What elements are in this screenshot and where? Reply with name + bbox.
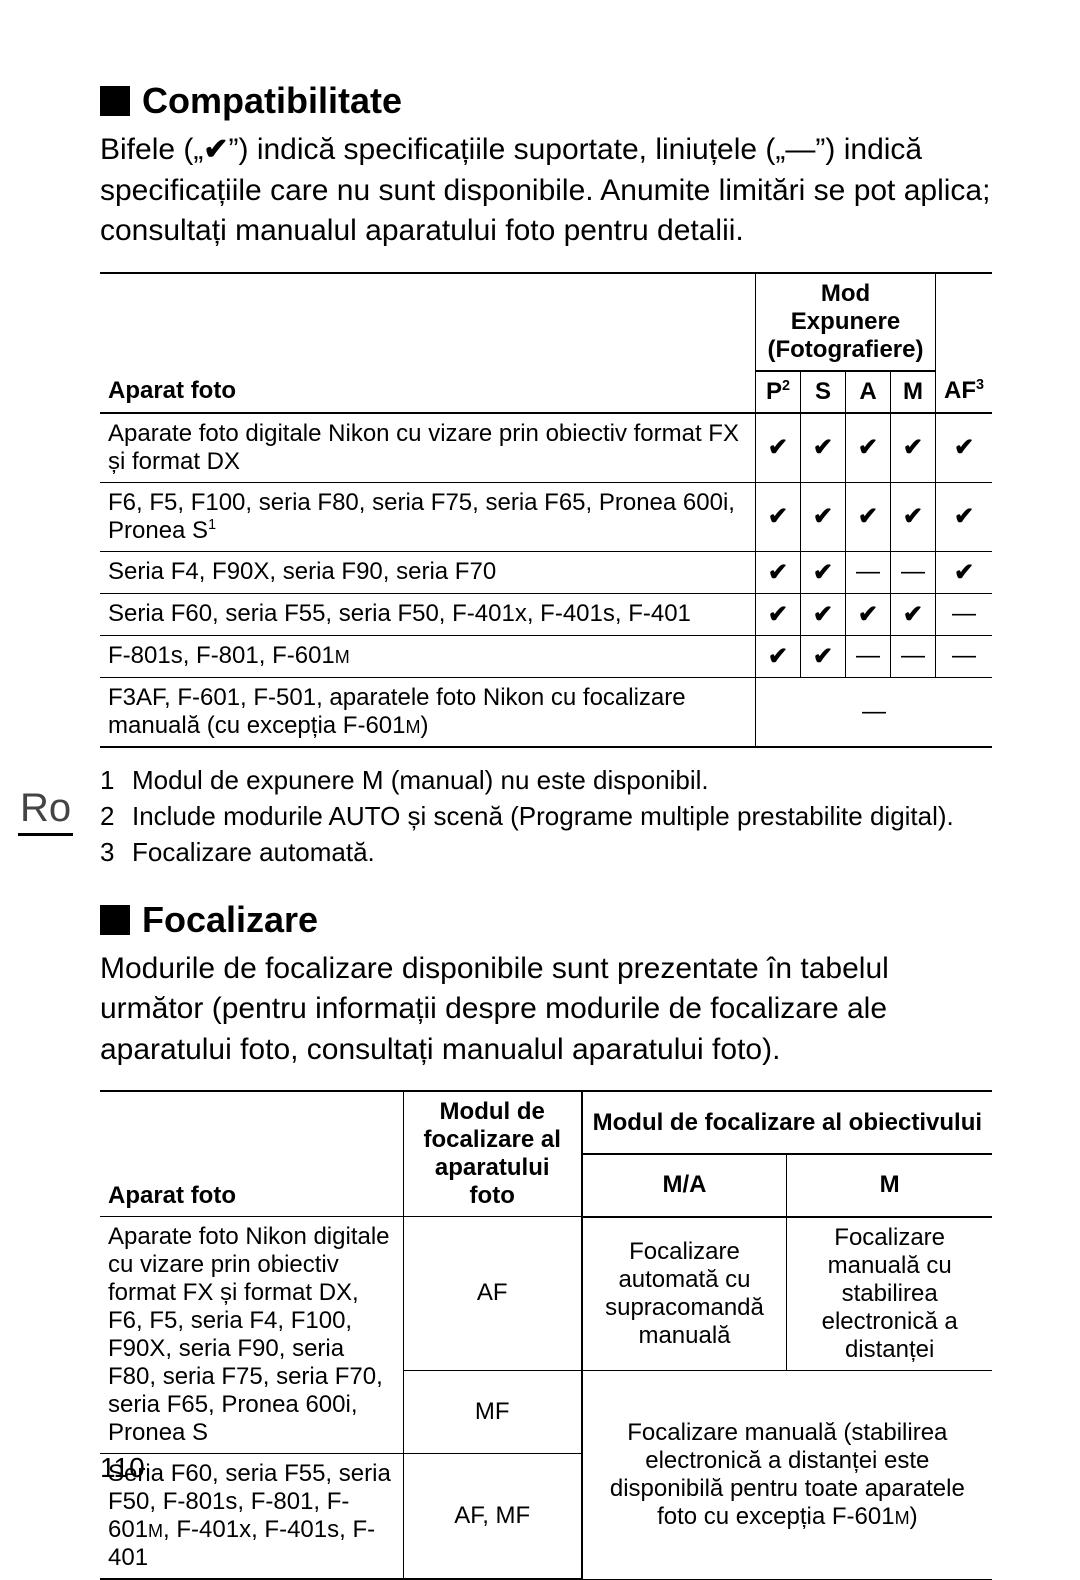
th-m: M xyxy=(890,371,935,413)
th-camera-mode: Modul de focalizare al aparatului foto xyxy=(403,1091,581,1217)
page-number: 110 xyxy=(100,1452,145,1484)
title-focus: Focalizare xyxy=(142,899,318,941)
cell-p: ✔ xyxy=(755,635,800,677)
table-row: Aparate foto digitale Nikon cu vizare pr… xyxy=(100,413,992,483)
th-camera: Aparat foto xyxy=(100,1091,403,1217)
cell-af: ✔ xyxy=(935,413,992,483)
cell-m: Focalizare manuală cu stabilirea electro… xyxy=(787,1217,992,1371)
table-row: Seria F60, seria F55, seria F50, F-401x,… xyxy=(100,593,992,635)
cell-s: ✔ xyxy=(800,551,845,593)
th-empty-af xyxy=(935,273,992,371)
cell-mode: AF, MF xyxy=(403,1454,581,1580)
cell-camera: Aparate foto digitale Nikon cu vizare pr… xyxy=(100,413,755,483)
cell-mode: AF xyxy=(403,1217,581,1371)
cell-merged: — xyxy=(755,677,992,747)
cell-a: ✔ xyxy=(845,413,890,483)
cell-a: — xyxy=(845,635,890,677)
cell-af: — xyxy=(935,593,992,635)
bullet-square xyxy=(100,86,130,116)
cell-p: ✔ xyxy=(755,482,800,551)
th-a: A xyxy=(845,371,890,413)
cell-s: ✔ xyxy=(800,413,845,483)
cell-s: ✔ xyxy=(800,593,845,635)
footnotes: 1Modul de expunere M (manual) nu este di… xyxy=(100,762,992,871)
th-af: AF3 xyxy=(935,371,992,413)
table-row: F3AF, F-601, F-501, aparatele foto Nikon… xyxy=(100,677,992,747)
intro-focus: Modurile de focalizare disponibile sunt … xyxy=(100,949,992,1071)
cell-m: ✔ xyxy=(890,413,935,483)
intro-post: ”) indică specificațiile suportate, lini… xyxy=(100,133,990,247)
table-row: Seria F4, F90X, seria F90, seria F70 ✔ ✔… xyxy=(100,551,992,593)
cell-m: — xyxy=(890,635,935,677)
intro-compat: Bifele („✔”) indică specificațiile supor… xyxy=(100,130,992,252)
th-ma: M/A xyxy=(582,1154,787,1217)
cell-p: ✔ xyxy=(755,593,800,635)
cell-ma: Focalizare automată cu supracomandă manu… xyxy=(582,1217,787,1371)
section-focus-title: Focalizare xyxy=(100,899,992,941)
cell-p: ✔ xyxy=(755,551,800,593)
th-empty xyxy=(100,273,755,371)
compat-table: Mod Expunere (Fotografiere) Aparat foto … xyxy=(100,272,992,748)
bullet-square xyxy=(100,905,130,935)
cell-camera: Aparate foto Nikon digitale cu vizare pr… xyxy=(100,1217,403,1454)
cell-af: ✔ xyxy=(935,551,992,593)
footnote: 1Modul de expunere M (manual) nu este di… xyxy=(100,762,992,798)
table-row: F-801s, F-801, F-601M ✔ ✔ — — — xyxy=(100,635,992,677)
th-mode-group: Mod Expunere (Fotografiere) xyxy=(755,273,935,371)
cell-a: ✔ xyxy=(845,593,890,635)
table-row: F6, F5, F100, seria F80, seria F75, seri… xyxy=(100,482,992,551)
cell-af: ✔ xyxy=(935,482,992,551)
table-row: Aparate foto Nikon digitale cu vizare pr… xyxy=(100,1217,992,1371)
th-p: P2 xyxy=(755,371,800,413)
cell-camera: F6, F5, F100, seria F80, seria F75, seri… xyxy=(100,482,755,551)
footnote: 2Include modurile AUTO și scenă (Program… xyxy=(100,798,992,834)
cell-m: ✔ xyxy=(890,593,935,635)
cell-s: ✔ xyxy=(800,635,845,677)
th-m: M xyxy=(787,1154,992,1217)
cell-merged: Focalizare manuală (stabilirea electroni… xyxy=(582,1370,992,1579)
cell-camera: F-801s, F-801, F-601M xyxy=(100,635,755,677)
th-lens-mode: Modul de focalizare al obiectivului xyxy=(582,1091,992,1154)
th-camera: Aparat foto xyxy=(100,371,755,413)
cell-camera: Seria F60, seria F55, seria F50, F-401x,… xyxy=(100,593,755,635)
th-s: S xyxy=(800,371,845,413)
focus-table: Aparat foto Modul de focalizare al apara… xyxy=(100,1090,992,1580)
section-compat-title: Compatibilitate xyxy=(100,80,992,122)
cell-a: ✔ xyxy=(845,482,890,551)
cell-mode: MF xyxy=(403,1370,581,1454)
footnote: 3Focalizare automată. xyxy=(100,834,992,870)
cell-camera: F3AF, F-601, F-501, aparatele foto Nikon… xyxy=(100,677,755,747)
intro-check: ✔ xyxy=(203,133,228,166)
cell-m: — xyxy=(890,551,935,593)
cell-camera: Seria F60, seria F55, seria F50, F-801s,… xyxy=(100,1454,403,1580)
cell-p: ✔ xyxy=(755,413,800,483)
intro-pre: Bifele („ xyxy=(100,133,203,166)
cell-af: — xyxy=(935,635,992,677)
title-compat: Compatibilitate xyxy=(142,80,402,122)
cell-a: — xyxy=(845,551,890,593)
cell-camera: Seria F4, F90X, seria F90, seria F70 xyxy=(100,551,755,593)
cell-m: ✔ xyxy=(890,482,935,551)
cell-s: ✔ xyxy=(800,482,845,551)
language-tab: Ro xyxy=(18,786,73,836)
